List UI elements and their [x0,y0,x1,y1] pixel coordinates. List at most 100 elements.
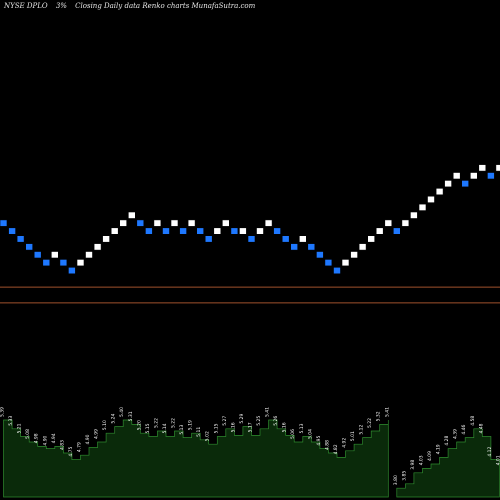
close-area-segment-1 [3,419,389,498]
renko-brick-up [469,172,478,180]
close-value-label: 5.32 [376,411,382,421]
close-value-label: 5.27 [222,416,228,426]
close-value-label: 5.08 [25,429,31,439]
close-value-label: 3.80 [393,475,399,485]
close-value-label: 5.41 [384,407,390,417]
close-value-label: 5.02 [205,431,211,441]
volume-labels: 5.395.335.215.08 4.98 4.90 4.944.834.75 4.79… [0,407,500,485]
renko-brick-down [8,227,16,235]
close-value-label: 4.83 [59,440,65,450]
renko-brick-up [222,219,230,227]
renko-brick-down [59,259,68,267]
close-value-label: 4.82 [333,444,339,454]
renko-brick-down [333,266,341,275]
close-value-label: 5.21 [17,423,23,433]
renko-brick-down [487,172,495,180]
renko-brick-down [392,227,401,235]
renko-brick-up [119,219,127,227]
close-value-label: 5.13 [299,423,305,433]
close-value-label: 4.03 [419,455,425,465]
close-value-label: 3.85 [401,471,407,481]
renko-brick-down [307,243,316,251]
close-value-label: 5.22 [153,418,159,428]
renko-brick-down [0,219,8,227]
renko-brick-down [247,235,256,243]
close-value-label: 4.58 [470,416,476,426]
close-value-label: 4.90 [42,435,48,445]
close-value-label: 4.99 [94,429,100,439]
renko-brick-up [427,195,435,203]
renko-brick-up [444,180,452,188]
renko-brick-up [85,251,93,259]
close-value-label: 5.39 [0,407,6,417]
renko-brick-up [418,203,427,211]
renko-brick-down [290,243,299,251]
renko-brick-up [264,219,273,227]
renko-brick-up [452,172,461,180]
close-value-label: 5.15 [213,423,219,433]
close-value-label: 4.39 [453,429,459,439]
renko-brick-down [162,227,170,235]
renko-brick-up [76,259,85,267]
close-value-label: 4.79 [77,442,83,452]
renko-brick-down [33,251,42,259]
renko-brick-up [298,235,307,243]
horizontal-lines [0,286,500,304]
close-value-label: 5.16 [282,422,288,432]
renko-brick-up [170,219,179,227]
close-area-segment-2 [396,428,500,498]
renko-brick-up [435,188,444,196]
close-value-label: 5.06 [290,429,296,439]
renko-brick-down [461,180,470,188]
close-value-label: 5.14 [162,423,168,433]
close-value-label: 4.01 [495,455,500,465]
close-value-label: 5.25 [256,416,262,426]
renko-brick-up [495,164,500,172]
close-value-label: 5.01 [350,431,356,441]
renko-brick-up [350,251,358,259]
renko-brick-up [128,211,136,219]
close-value-label: 5.33 [8,416,14,426]
renko-brick-down [136,219,145,227]
close-value-label: 3.98 [410,460,416,470]
close-value-label: 4.94 [51,433,57,443]
close-value-label: 5.31 [128,411,134,421]
close-value-label: 4.48 [478,423,484,433]
close-value-label: 5.10 [102,420,108,430]
close-value-label: 4.95 [316,435,322,445]
renko-brick-up [341,259,350,267]
renko-brick-up [50,251,59,259]
chart-header: NYSE DPLO 3% Closing Daily data Renko ch… [4,2,261,10]
renko-brick-down [273,227,281,235]
close-value-label: 4.75 [68,446,74,456]
renko-bricks [0,164,500,275]
close-value-label: 4.09 [427,451,433,461]
close-value-label: 5.11 [196,427,202,437]
close-value-label: 4.98 [34,433,40,443]
close-value-label: 5.17 [248,422,254,432]
close-value-label: 5.04 [307,429,313,439]
ticker-label: NYSE DPLO [4,2,48,10]
renko-brick-down [230,227,239,235]
close-value-label: 5.19 [188,420,194,430]
renko-brick-up [93,243,102,251]
close-value-label: 5.16 [230,422,236,432]
close-value-label: 5.26 [273,416,279,426]
renko-brick-up [410,211,418,219]
renko-brick-up [256,227,264,235]
close-value-label: 5.22 [367,418,373,428]
percent-label: 3% [55,2,67,10]
renko-brick-up [153,219,162,227]
close-value-label: 4.19 [436,444,442,454]
renko-brick-down [281,235,290,243]
close-value-label: 5.40 [119,407,125,417]
renko-brick-up [367,235,376,243]
close-value-label: 4.90 [85,434,91,444]
close-value-label: 5.24 [111,413,117,423]
close-value-label: 4.88 [324,440,330,450]
renko-brick-up [384,219,393,227]
close-value-label: 5.12 [359,424,365,434]
renko-brick-down [196,227,204,235]
renko-brick-up [102,235,110,243]
